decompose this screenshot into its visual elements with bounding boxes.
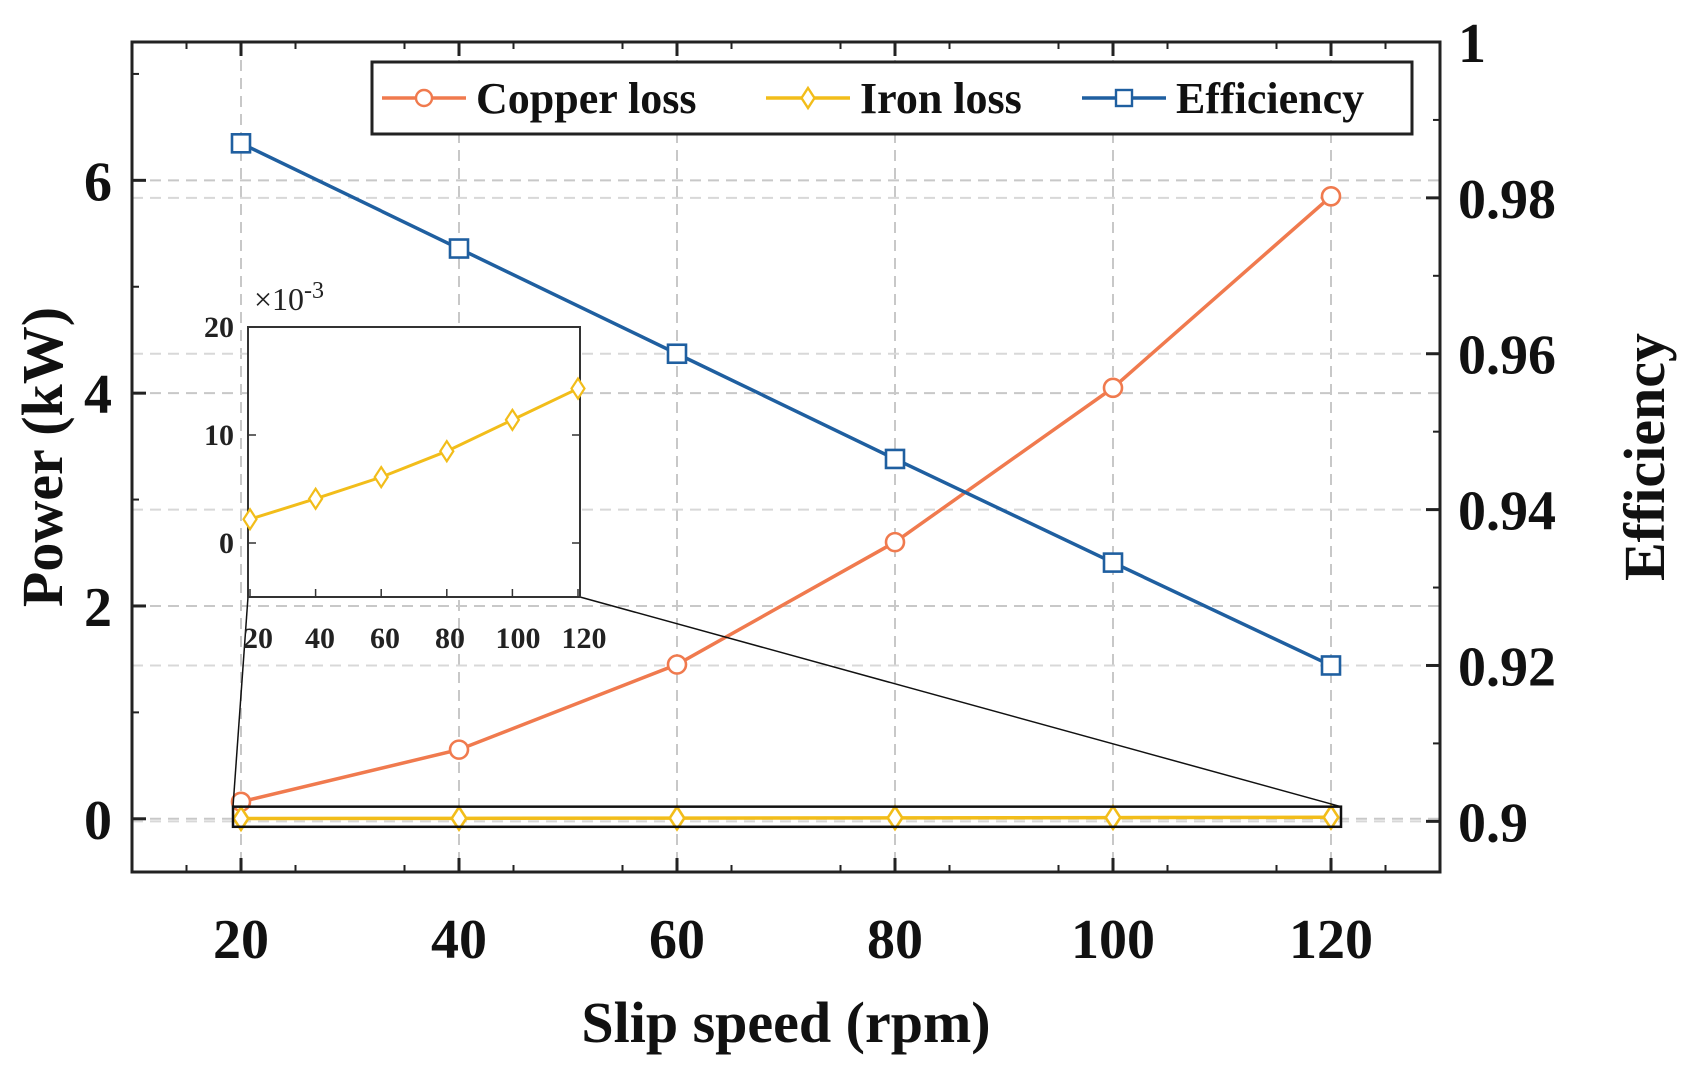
y-tick-label-left: 6 — [84, 151, 112, 213]
x-tick-label: 80 — [867, 909, 923, 971]
series-line — [240, 194, 1333, 804]
data-point-marker — [666, 343, 688, 365]
y-axis-title-left: Power (kW) — [10, 307, 75, 607]
legend-label: Copper loss — [476, 74, 696, 123]
data-point-marker — [800, 85, 816, 111]
inset-series-line — [249, 387, 579, 521]
series-efficiency — [230, 133, 1342, 676]
x-tick-label: 20 — [213, 909, 269, 971]
inset-exponent-label: ×10-3 — [254, 278, 324, 317]
y-tick-label-right: 0.92 — [1458, 636, 1556, 698]
inset-series-iron-loss — [242, 376, 586, 532]
data-point-marker — [448, 739, 470, 760]
y-tick-label-left: 4 — [84, 364, 112, 426]
inset-y-tick-label: 20 — [204, 311, 234, 344]
y-tick-label-right: 0.98 — [1458, 169, 1556, 231]
data-point-marker — [886, 804, 904, 832]
data-point-marker — [230, 133, 252, 154]
legend-entry-iron-loss: Iron loss — [766, 74, 1022, 123]
zoom-box — [231, 805, 1343, 829]
data-point-marker — [668, 804, 686, 832]
inset-x-tick-label: 40 — [305, 622, 335, 655]
inset-frame — [247, 326, 581, 598]
data-point-marker — [438, 439, 455, 464]
series-layer — [230, 133, 1342, 833]
data-point-marker — [232, 804, 250, 833]
data-point-marker — [414, 88, 434, 108]
inset-x-tick-label: 80 — [435, 622, 465, 655]
data-point-marker — [884, 531, 906, 553]
data-point-marker — [450, 804, 468, 832]
legend-entry-copper-loss: Copper loss — [382, 74, 696, 123]
data-point-marker — [373, 465, 390, 490]
legend-label: Iron loss — [860, 74, 1022, 123]
inset-x-tick-label: 20 — [243, 622, 273, 655]
data-point-marker — [884, 448, 906, 470]
data-point-marker — [1322, 803, 1340, 831]
data-point-marker — [1114, 88, 1134, 108]
series-copper-loss — [230, 185, 1342, 813]
zoom-connector — [579, 596, 1342, 808]
data-point-marker — [1102, 377, 1124, 399]
y-tick-label-right: 0.94 — [1458, 481, 1556, 543]
legend-box — [370, 60, 1414, 136]
legend-label: Efficiency — [1176, 74, 1364, 123]
data-point-marker — [1102, 552, 1124, 573]
y-tick-label-right: 0.96 — [1458, 325, 1556, 387]
y-tick-label-left: 2 — [84, 577, 112, 639]
inset-y-tick-label: 0 — [219, 527, 234, 560]
x-tick-label: 100 — [1071, 909, 1155, 971]
data-point-marker — [1320, 655, 1342, 676]
y-tick-label-right: 1 — [1458, 13, 1486, 75]
series-line — [240, 141, 1332, 668]
x-tick-label: 40 — [431, 909, 487, 971]
x-tick-label: 60 — [649, 909, 705, 971]
inset-exponent-power: -3 — [304, 278, 324, 304]
data-point-marker — [242, 507, 258, 532]
data-point-marker — [666, 654, 688, 675]
zoom-indicator — [231, 596, 1343, 829]
inset-x-tick-label: 60 — [370, 622, 400, 655]
y-tick-label-right: 0.9 — [1458, 792, 1528, 854]
x-axis-title: Slip speed (rpm) — [581, 990, 990, 1055]
data-point-marker — [448, 238, 470, 259]
data-point-marker — [1104, 803, 1122, 832]
inset-y-tick-label: 10 — [204, 419, 234, 452]
data-point-marker — [307, 486, 324, 511]
plot-frame — [130, 40, 1442, 874]
data-point-marker — [570, 376, 586, 401]
legend-entry-efficiency: Efficiency — [1082, 74, 1364, 123]
inset-x-tick-label: 120 — [562, 622, 607, 655]
zoom-connector — [232, 596, 249, 807]
series-line — [240, 815, 1332, 821]
inset-plot: 20 40 60 80 100 120 0 10 20 ×10-3 — [204, 278, 607, 655]
series-iron-loss — [232, 803, 1340, 833]
legend: Copper loss Iron loss Efficiency — [370, 60, 1414, 136]
y-tick-label-left: 0 — [84, 790, 112, 852]
inset-x-tick-label: 100 — [496, 622, 541, 655]
data-point-marker — [504, 407, 521, 432]
y-axis-title-right: Efficiency — [1612, 333, 1677, 581]
x-tick-label: 120 — [1289, 909, 1373, 971]
data-point-marker — [1320, 185, 1342, 207]
